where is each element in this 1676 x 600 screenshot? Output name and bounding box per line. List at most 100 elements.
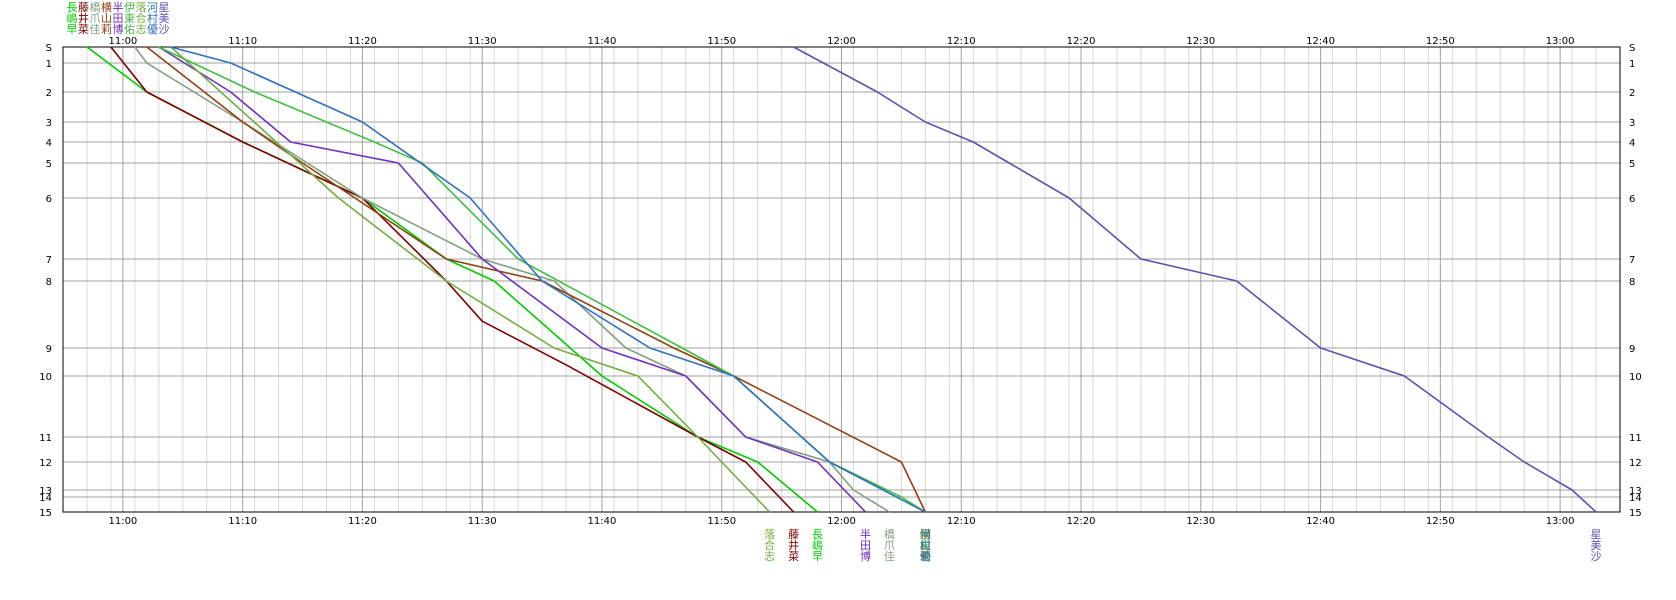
x-tick-label: 12:40 — [1306, 516, 1335, 527]
runner-label-char: 東 — [920, 539, 931, 552]
y-tick-label: 4 — [46, 138, 52, 149]
y-tick-label: 7 — [1629, 255, 1635, 266]
runner-label-char: 河 — [147, 1, 158, 14]
x-tick-label: 12:20 — [1067, 516, 1096, 527]
runner-label-char: 井 — [788, 538, 799, 552]
series-line — [158, 46, 926, 513]
runner-label-bottom: 河村優 — [920, 528, 931, 563]
runner-label-top: 伊東佑 — [124, 1, 135, 36]
runner-label-char: 東 — [124, 12, 135, 25]
y-tick-label: 2 — [46, 88, 52, 99]
series-lines — [86, 46, 1597, 513]
runner-label-char: 星 — [159, 1, 170, 14]
runner-label-char: 早 — [812, 550, 823, 563]
series-line — [134, 46, 890, 513]
runner-label-char: 博 — [113, 23, 124, 36]
y-tick-label: 6 — [1629, 194, 1635, 205]
runner-label-char: 落 — [764, 528, 775, 541]
y-tick-label: 9 — [46, 344, 52, 355]
x-tick-label: 12:10 — [947, 36, 976, 47]
y-tick-label: 5 — [1629, 159, 1635, 170]
runner-label-char: 佑 — [920, 549, 931, 563]
y-tick-label: 11 — [39, 433, 52, 444]
runner-label-char: 佳 — [884, 549, 895, 563]
runner-label-top: 橋爪佳 — [90, 0, 101, 36]
x-tick-label: 12:00 — [827, 516, 856, 527]
x-tick-label: 11:50 — [707, 36, 736, 47]
runner-label-char: 沙 — [1591, 550, 1602, 563]
runner-label-char: 爪 — [884, 539, 895, 552]
y-tick-label: 15 — [39, 508, 52, 519]
y-tick-label: 10 — [39, 372, 52, 383]
y-tick-label: S — [46, 43, 52, 54]
y-tick-label: 12 — [39, 458, 52, 469]
runner-label-char: 星 — [1591, 528, 1602, 541]
runner-label-char: 藤 — [788, 528, 799, 541]
plot-frame — [62, 46, 1621, 513]
x-tick-label: 11:10 — [228, 516, 257, 527]
runner-label-bottom: 落合志 — [764, 528, 775, 563]
x-tick-label: 12:50 — [1426, 36, 1455, 47]
runner-label-top: 横山莉 — [101, 0, 112, 36]
runner-label-char: 爪 — [90, 12, 101, 25]
y-tick-label: 4 — [1629, 138, 1635, 149]
major-grid — [63, 46, 1620, 513]
runner-label-char: 莉 — [920, 550, 931, 563]
runner-label-char: 半 — [860, 527, 871, 541]
x-tick-label: 11:30 — [468, 516, 497, 527]
x-tick-label: 11:00 — [108, 516, 137, 527]
runner-label-char: 志 — [764, 550, 775, 563]
runner-label-char: 井 — [78, 11, 89, 25]
runner-label-char: 博 — [860, 550, 871, 563]
runner-label-char: 伊 — [124, 1, 135, 14]
runner-label-bottom: 星美沙 — [1591, 528, 1602, 563]
series-line — [158, 46, 867, 513]
y-tick-label: 11 — [1629, 433, 1642, 444]
runner-label-char: 藤 — [78, 1, 89, 14]
runner-label-char: 志 — [136, 23, 147, 36]
runner-label-char: 優 — [920, 550, 931, 563]
runner-label-top: 藤井菜 — [78, 1, 89, 36]
y-tick-label: 8 — [1629, 277, 1635, 288]
x-tick-label: 12:30 — [1186, 516, 1215, 527]
runner-label-top: 河村優 — [147, 1, 158, 36]
runner-label-char: 早 — [67, 23, 78, 36]
runner-label-char: 横 — [920, 527, 931, 541]
runner-label-char: 佑 — [124, 22, 135, 36]
runner-label-char: 合 — [136, 11, 147, 25]
runner-label-char: 莉 — [101, 23, 112, 36]
runner-label-char: 長 — [812, 528, 823, 541]
runner-label-char: 合 — [764, 538, 775, 552]
runner-label-top: 長嶋早 — [67, 1, 78, 36]
runner-label-char: 美 — [159, 12, 170, 25]
runner-label-char: 橋 — [90, 0, 101, 14]
runner-label-char: 田 — [860, 539, 871, 552]
y-tick-label: 14 — [1629, 493, 1642, 504]
runner-label-char: 伊 — [920, 528, 931, 541]
runner-label-char: 半 — [113, 0, 124, 14]
y-tick-label: 9 — [1629, 344, 1635, 355]
y-tick-label: 2 — [1629, 88, 1635, 99]
runner-label-bottom: 半田博 — [860, 527, 871, 563]
y-tick-label: 13 — [39, 486, 52, 497]
runner-label-char: 山 — [920, 539, 931, 552]
x-tick-label: 11:00 — [108, 36, 137, 47]
runner-label-char: 長 — [67, 1, 78, 14]
runner-label-char: 美 — [1591, 539, 1602, 552]
x-tick-label: 13:00 — [1546, 36, 1575, 47]
y-tick-label: 12 — [1629, 458, 1642, 469]
y-tick-label: 3 — [1629, 118, 1635, 129]
runner-label-char: 橋 — [884, 527, 895, 541]
runner-label-top: 星美沙 — [159, 1, 170, 36]
y-tick-label: 6 — [46, 194, 52, 205]
series-line — [110, 46, 795, 513]
runner-label-char: 横 — [101, 0, 112, 14]
y-tick-label: 14 — [39, 493, 52, 504]
y-tick-label: 10 — [1629, 372, 1642, 383]
y-tick-label: 3 — [46, 118, 52, 129]
runner-label-bottom: 横山莉 — [920, 527, 931, 563]
x-tick-label: 11:20 — [348, 36, 377, 47]
